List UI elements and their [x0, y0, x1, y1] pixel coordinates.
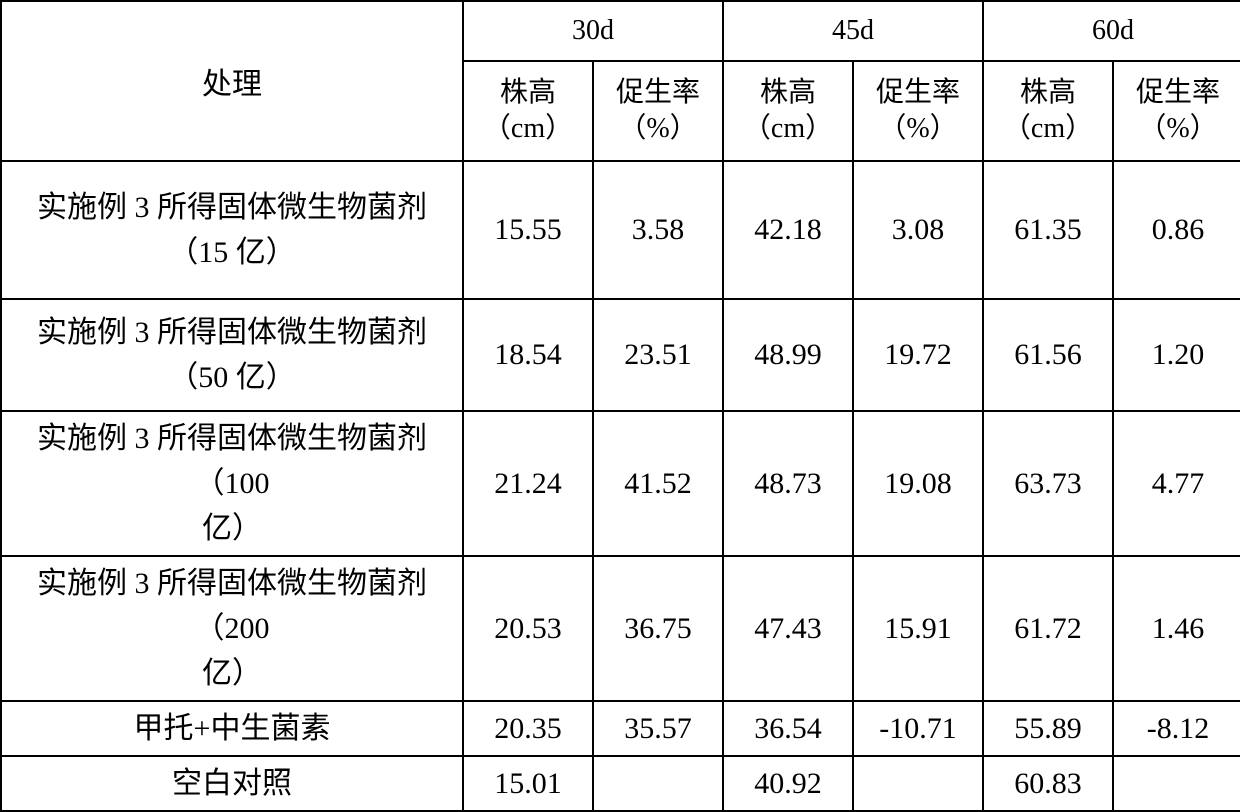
data-cell: 19.72: [853, 299, 983, 411]
data-cell: 47.43: [723, 556, 853, 701]
data-cell: 3.08: [853, 161, 983, 299]
header-height-label: 株高: [1020, 77, 1076, 108]
header-treatment: 处理: [1, 1, 463, 161]
table-row: 实施例 3 所得固体微生物菌剂（50 亿） 18.54 23.51 48.99 …: [1, 299, 1240, 411]
header-rate-label: 促生率: [1136, 77, 1220, 108]
table-row: 实施例 3 所得固体微生物菌剂 （15 亿） 15.55 3.58 42.18 3…: [1, 161, 1240, 299]
header-rate-label: 促生率: [616, 77, 700, 108]
treatment-cell: 甲托+中生菌素: [1, 701, 463, 756]
data-cell: 60.83: [983, 756, 1113, 811]
treatment-line2: （50 亿）: [168, 361, 296, 394]
data-cell: 36.54: [723, 701, 853, 756]
treatment-line1: 实施例 3 所得固体微生物菌剂（100: [37, 422, 427, 500]
treatment-cell: 实施例 3 所得固体微生物菌剂（100 亿）: [1, 411, 463, 556]
data-cell: 61.35: [983, 161, 1113, 299]
header-height-unit: （cm）: [743, 113, 833, 144]
data-cell: 40.92: [723, 756, 853, 811]
data-cell: 36.75: [593, 556, 723, 701]
data-cell: 1.20: [1113, 299, 1240, 411]
data-cell: 20.35: [463, 701, 593, 756]
data-cell: 48.73: [723, 411, 853, 556]
data-cell: 42.18: [723, 161, 853, 299]
data-cell: 21.24: [463, 411, 593, 556]
data-cell: 0.86: [1113, 161, 1240, 299]
treatment-cell: 实施例 3 所得固体微生物菌剂（200 亿）: [1, 556, 463, 701]
treatment-cell: 实施例 3 所得固体微生物菌剂 （15 亿）: [1, 161, 463, 299]
table-body: 实施例 3 所得固体微生物菌剂 （15 亿） 15.55 3.58 42.18 3…: [1, 161, 1240, 811]
treatment-line1: 实施例 3 所得固体微生物菌剂: [37, 191, 427, 224]
header-45d-rate: 促生率 （%）: [853, 61, 983, 161]
treatment-line1: 实施例 3 所得固体微生物菌剂（200: [37, 567, 427, 645]
data-cell: 15.91: [853, 556, 983, 701]
data-cell: 18.54: [463, 299, 593, 411]
data-cell: 19.08: [853, 411, 983, 556]
treatment-line2: 亿）: [202, 512, 262, 545]
data-cell: [1113, 756, 1240, 811]
header-rate-unit: （%）: [878, 113, 957, 144]
table-row: 实施例 3 所得固体微生物菌剂（100亿） 21.24 41.52 48.73 …: [1, 411, 1240, 556]
header-group-45d: 45d: [723, 1, 983, 61]
treatment-line1: 实施例 3 所得固体微生物菌剂: [37, 316, 427, 349]
experiment-data-table: 处理 30d 45d 60d 株高 （cm） 促生率 （%） 株高 （cm） 促生率 （…: [0, 0, 1240, 812]
data-cell: 48.99: [723, 299, 853, 411]
header-60d-rate: 促生率 （%）: [1113, 61, 1240, 161]
data-cell: 4.77: [1113, 411, 1240, 556]
data-cell: -10.71: [853, 701, 983, 756]
header-height-label: 株高: [760, 77, 816, 108]
header-height-unit: （cm）: [1003, 113, 1093, 144]
header-height-label: 株高: [500, 77, 556, 108]
data-cell: [593, 756, 723, 811]
table-header: 处理 30d 45d 60d 株高 （cm） 促生率 （%） 株高 （cm） 促生率 （…: [1, 1, 1240, 161]
treatment-cell: 实施例 3 所得固体微生物菌剂 （50 亿）: [1, 299, 463, 411]
data-cell: 1.46: [1113, 556, 1240, 701]
treatment-cell: 空白对照: [1, 756, 463, 811]
data-cell: [853, 756, 983, 811]
header-rate-label: 促生率: [876, 77, 960, 108]
data-cell: 35.57: [593, 701, 723, 756]
header-30d-rate: 促生率 （%）: [593, 61, 723, 161]
table-row: 空白对照 15.01 40.92 60.83: [1, 756, 1240, 811]
data-cell: 23.51: [593, 299, 723, 411]
data-cell: 61.56: [983, 299, 1113, 411]
data-cell: 61.72: [983, 556, 1113, 701]
data-cell: 55.89: [983, 701, 1113, 756]
header-rate-unit: （%）: [1138, 113, 1217, 144]
header-45d-height: 株高 （cm）: [723, 61, 853, 161]
header-30d-height: 株高 （cm）: [463, 61, 593, 161]
data-cell: 3.58: [593, 161, 723, 299]
data-cell: 20.53: [463, 556, 593, 701]
data-cell: 15.55: [463, 161, 593, 299]
header-group-60d: 60d: [983, 1, 1240, 61]
header-60d-height: 株高 （cm）: [983, 61, 1113, 161]
header-height-unit: （cm）: [483, 113, 573, 144]
data-cell: 15.01: [463, 756, 593, 811]
data-cell: 63.73: [983, 411, 1113, 556]
treatment-line2: 亿）: [202, 657, 262, 690]
data-cell: -8.12: [1113, 701, 1240, 756]
table-row: 甲托+中生菌素 20.35 35.57 36.54 -10.71 55.89 -…: [1, 701, 1240, 756]
header-rate-unit: （%）: [618, 113, 697, 144]
table-row: 实施例 3 所得固体微生物菌剂（200亿） 20.53 36.75 47.43 …: [1, 556, 1240, 701]
header-group-30d: 30d: [463, 1, 723, 61]
treatment-line2: （15 亿）: [168, 236, 296, 269]
data-cell: 41.52: [593, 411, 723, 556]
